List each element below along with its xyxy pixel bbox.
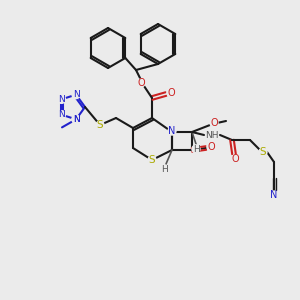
Circle shape: [72, 116, 80, 123]
Text: O: O: [231, 154, 239, 164]
Text: H: H: [160, 164, 167, 173]
Text: S: S: [97, 120, 103, 130]
Circle shape: [137, 79, 145, 87]
Circle shape: [160, 165, 168, 173]
Text: N: N: [73, 115, 80, 124]
Circle shape: [270, 191, 278, 199]
Circle shape: [210, 119, 218, 127]
Circle shape: [96, 121, 104, 129]
Circle shape: [259, 148, 267, 156]
Text: O: O: [207, 142, 215, 152]
Text: S: S: [260, 147, 266, 157]
Text: O: O: [210, 118, 218, 128]
Text: N: N: [168, 126, 176, 136]
Text: H: H: [193, 145, 200, 154]
Text: O: O: [167, 88, 175, 98]
Text: N: N: [270, 190, 278, 200]
Circle shape: [148, 156, 156, 164]
Text: N: N: [73, 115, 80, 124]
Circle shape: [192, 145, 200, 153]
Text: N: N: [58, 95, 65, 104]
Circle shape: [58, 111, 65, 119]
Text: N: N: [58, 110, 65, 119]
Text: N: N: [73, 90, 80, 99]
Circle shape: [207, 130, 217, 140]
Circle shape: [168, 127, 176, 135]
Circle shape: [72, 91, 80, 99]
Text: NH: NH: [205, 130, 219, 140]
Circle shape: [167, 89, 175, 97]
Circle shape: [72, 116, 80, 123]
Text: S: S: [149, 155, 155, 165]
Text: O: O: [137, 78, 145, 88]
Circle shape: [58, 95, 65, 104]
Circle shape: [231, 155, 239, 163]
Circle shape: [207, 143, 215, 151]
